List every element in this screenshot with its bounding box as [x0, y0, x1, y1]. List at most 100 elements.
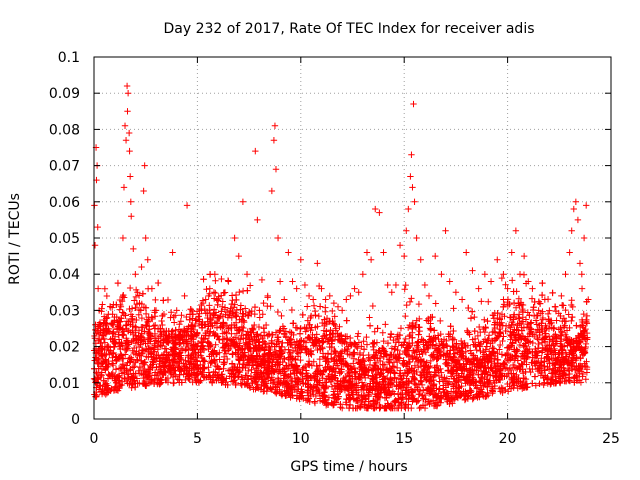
data-point [161, 345, 168, 352]
data-point [245, 367, 252, 375]
data-point [416, 315, 423, 323]
data-point [359, 382, 367, 389]
data-point [208, 378, 216, 386]
data-point [391, 346, 399, 353]
data-point [377, 371, 384, 378]
data-point [216, 336, 223, 343]
data-point [410, 347, 418, 355]
data-point [568, 317, 575, 325]
data-point [146, 332, 154, 339]
data-point [214, 333, 222, 340]
data-point [324, 350, 332, 357]
data-point [186, 376, 193, 383]
data-point [316, 355, 324, 363]
data-point [559, 302, 566, 309]
data-point [307, 312, 315, 320]
data-point [508, 318, 516, 326]
data-point [232, 312, 239, 320]
data-point [438, 374, 446, 381]
data-point [473, 392, 480, 400]
data-point [218, 275, 225, 283]
data-point [261, 364, 269, 371]
data-point [522, 316, 530, 323]
data-point [133, 348, 140, 355]
data-point [380, 385, 387, 392]
data-point [201, 358, 209, 365]
data-point [279, 323, 287, 330]
data-point [259, 311, 266, 318]
data-point [108, 385, 115, 393]
data-point [430, 354, 438, 361]
data-point [219, 336, 226, 343]
data-point [137, 307, 144, 314]
data-point [313, 362, 320, 370]
data-point [433, 362, 441, 370]
data-point [311, 398, 318, 405]
data-point [228, 337, 235, 345]
data-point [259, 352, 267, 360]
data-point [305, 333, 312, 341]
data-point [529, 339, 536, 347]
data-point [562, 306, 569, 314]
data-point [405, 352, 413, 359]
data-point [402, 335, 409, 343]
data-point [102, 391, 109, 398]
data-point [508, 332, 515, 340]
data-point [282, 392, 289, 399]
data-point [293, 374, 301, 382]
data-point [176, 340, 183, 348]
data-point [502, 281, 509, 288]
data-point [169, 371, 177, 379]
data-point [416, 391, 423, 398]
data-point [569, 313, 576, 321]
data-point [375, 387, 383, 395]
data-point [227, 324, 235, 332]
data-point [432, 391, 439, 399]
data-point [198, 342, 205, 350]
data-point [418, 378, 425, 385]
data-point [331, 313, 338, 320]
data-point [378, 370, 385, 377]
data-point [405, 365, 413, 373]
data-point [114, 279, 122, 287]
data-point [166, 333, 173, 340]
data-point [328, 351, 335, 358]
data-point [148, 314, 155, 321]
data-point [127, 358, 134, 365]
data-point [133, 336, 140, 344]
data-point [276, 347, 283, 354]
data-point [437, 330, 444, 338]
data-point [155, 352, 162, 359]
data-point [483, 369, 490, 376]
data-point [338, 366, 345, 373]
data-point [356, 349, 364, 357]
data-point [188, 307, 196, 314]
data-point [256, 339, 263, 346]
data-point [415, 397, 422, 404]
data-point [310, 358, 317, 366]
data-point [267, 385, 274, 392]
data-point [447, 347, 454, 354]
data-point [406, 298, 414, 306]
data-point [573, 373, 581, 381]
data-point [220, 289, 228, 297]
data-point [502, 327, 509, 335]
data-point [496, 341, 504, 349]
data-point [312, 312, 319, 319]
data-point [97, 339, 104, 347]
data-point [177, 345, 185, 352]
data-point [135, 311, 143, 318]
data-point [473, 346, 480, 354]
data-point [546, 336, 553, 343]
data-point [162, 376, 170, 384]
data-point [534, 312, 541, 320]
data-point [314, 365, 322, 373]
data-point [419, 350, 426, 358]
data-point [376, 404, 383, 412]
data-point [512, 337, 520, 344]
data-point [565, 311, 572, 318]
data-point [219, 330, 227, 337]
data-point [436, 348, 444, 355]
data-point [330, 388, 337, 395]
data-point [195, 351, 202, 359]
